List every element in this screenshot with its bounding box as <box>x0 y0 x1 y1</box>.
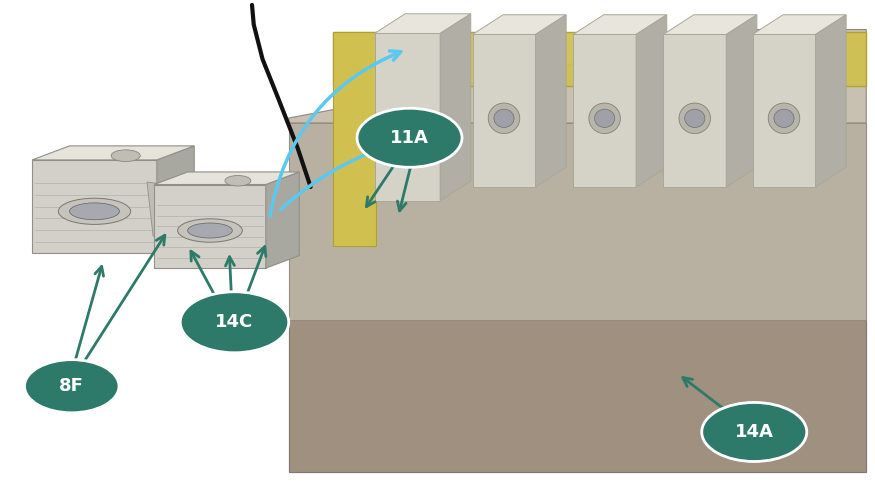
Polygon shape <box>289 123 866 472</box>
Ellipse shape <box>774 109 794 127</box>
Polygon shape <box>752 15 846 34</box>
Ellipse shape <box>488 103 520 133</box>
Polygon shape <box>536 15 566 187</box>
Polygon shape <box>289 320 866 472</box>
Polygon shape <box>440 14 471 201</box>
Polygon shape <box>374 33 440 201</box>
Text: 14A: 14A <box>735 423 774 441</box>
Ellipse shape <box>679 103 710 133</box>
Polygon shape <box>726 15 757 187</box>
Polygon shape <box>147 182 188 241</box>
Ellipse shape <box>59 198 130 224</box>
Polygon shape <box>157 146 194 253</box>
Ellipse shape <box>493 109 514 127</box>
Ellipse shape <box>111 150 140 161</box>
Ellipse shape <box>397 116 418 135</box>
Polygon shape <box>266 172 299 268</box>
Polygon shape <box>663 15 757 34</box>
Polygon shape <box>816 15 846 187</box>
Ellipse shape <box>589 103 620 133</box>
Polygon shape <box>473 15 566 34</box>
Ellipse shape <box>391 109 424 142</box>
Circle shape <box>24 360 119 413</box>
Polygon shape <box>154 172 299 184</box>
Ellipse shape <box>178 219 242 242</box>
Polygon shape <box>32 146 194 160</box>
Polygon shape <box>289 123 866 320</box>
Polygon shape <box>573 34 636 187</box>
Circle shape <box>702 402 807 461</box>
Ellipse shape <box>225 176 251 186</box>
Ellipse shape <box>768 103 800 133</box>
Polygon shape <box>154 184 266 268</box>
Text: 8F: 8F <box>60 377 84 395</box>
Circle shape <box>180 292 289 353</box>
Circle shape <box>357 108 462 167</box>
Polygon shape <box>752 34 816 187</box>
Polygon shape <box>332 32 866 86</box>
Polygon shape <box>663 34 726 187</box>
Ellipse shape <box>594 109 615 127</box>
Polygon shape <box>473 34 536 187</box>
Polygon shape <box>289 30 866 123</box>
Text: 14C: 14C <box>215 313 254 331</box>
Ellipse shape <box>70 203 119 220</box>
Polygon shape <box>636 15 667 187</box>
Polygon shape <box>573 15 667 34</box>
Ellipse shape <box>684 109 705 127</box>
Polygon shape <box>332 32 376 246</box>
Ellipse shape <box>188 223 233 238</box>
Polygon shape <box>374 14 471 33</box>
Text: 11A: 11A <box>390 129 429 147</box>
Polygon shape <box>32 160 157 253</box>
